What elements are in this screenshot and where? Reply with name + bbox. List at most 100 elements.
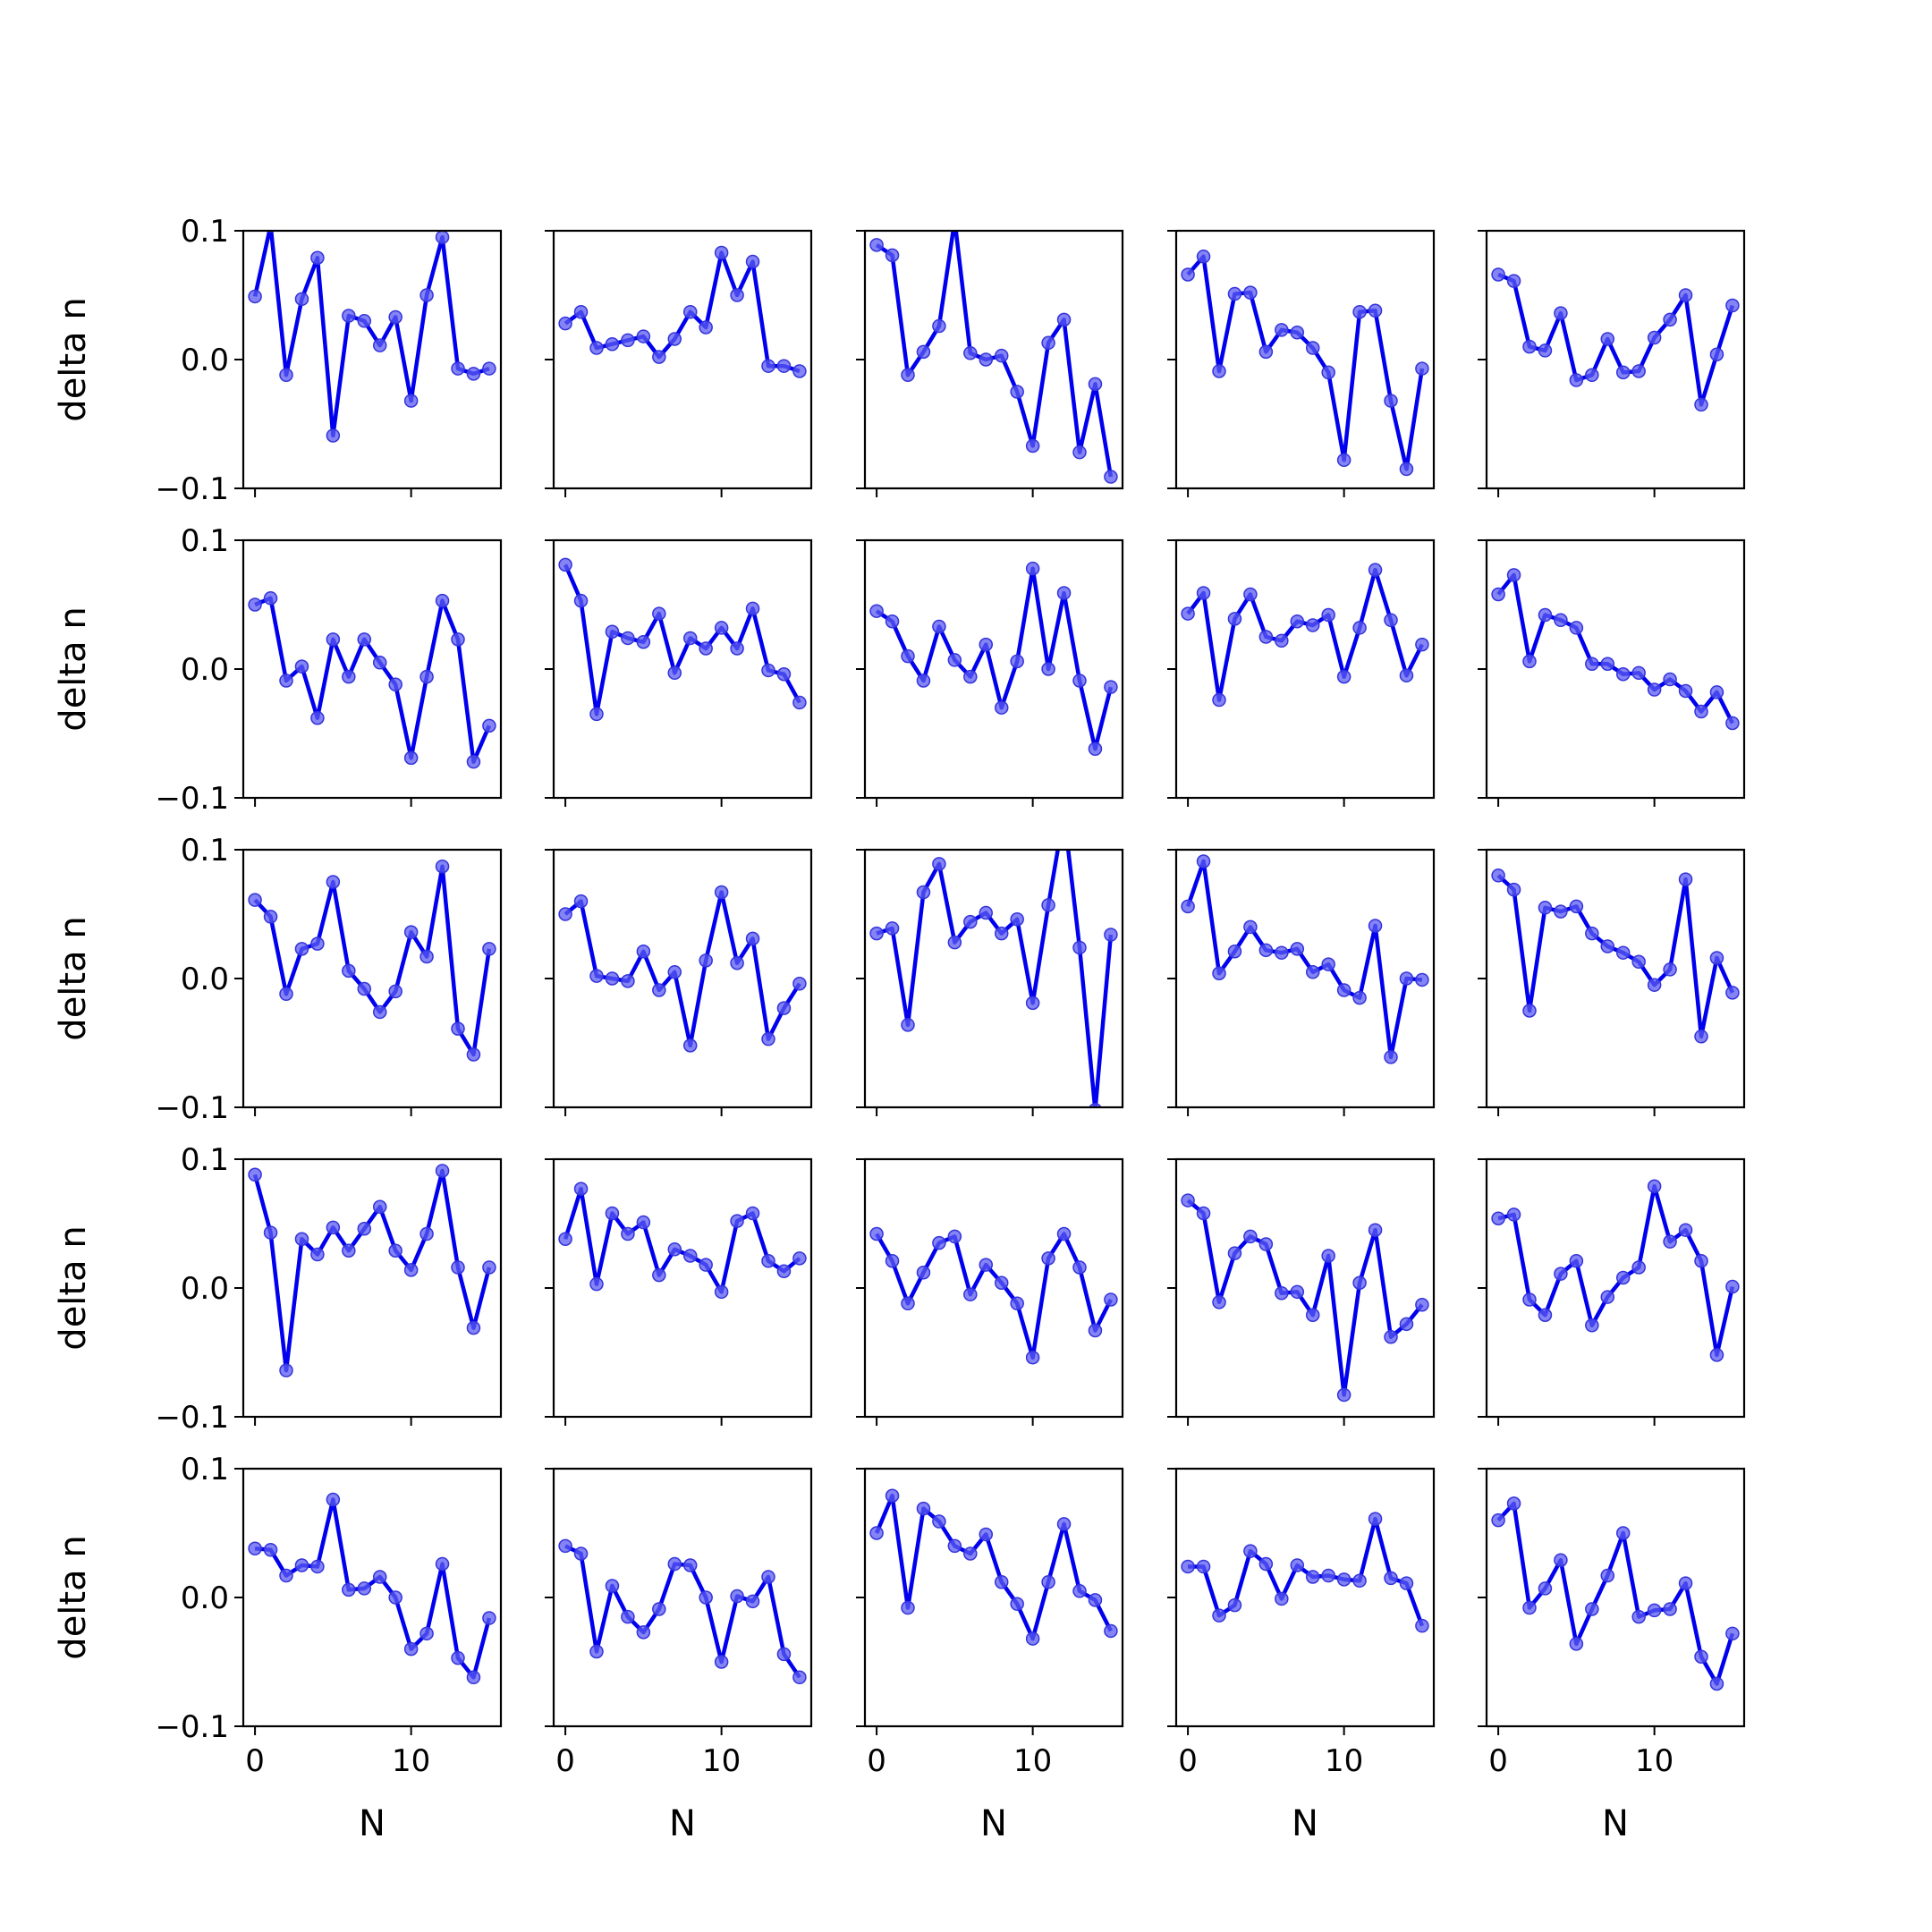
subplot-r4-c2: [545, 1157, 813, 1426]
data-point: [1415, 1297, 1429, 1312]
data-point: [1694, 1649, 1708, 1664]
y-axis-label: delta n: [53, 1225, 94, 1350]
subplot-r3-c2: [545, 848, 813, 1116]
data-point: [994, 348, 1009, 363]
data-point: [1181, 1193, 1195, 1208]
data-point: [294, 659, 309, 674]
data-point: [1275, 633, 1289, 648]
y-tick-label: 0.0: [181, 962, 229, 997]
data-point: [1615, 945, 1631, 960]
plot-area: [558, 885, 807, 1053]
plot-area: [1491, 568, 1740, 731]
data-point: [1196, 250, 1211, 264]
series-line: [1186, 1199, 1424, 1397]
subplot-r2-c3: [856, 538, 1124, 807]
data-point: [1305, 341, 1320, 355]
data-point: [1678, 872, 1693, 886]
data-point: [1506, 568, 1521, 582]
data-point: [1212, 966, 1226, 980]
plot-area: [869, 231, 1118, 484]
data-point: [1569, 621, 1584, 635]
data-point: [994, 1275, 1009, 1290]
plot-area: [1181, 250, 1429, 477]
data-point: [699, 953, 713, 968]
data-point: [605, 1206, 620, 1221]
data-point: [451, 361, 465, 376]
data-point: [1663, 312, 1677, 327]
data-point: [901, 1600, 915, 1615]
data-point: [372, 338, 387, 352]
axes-frame: [242, 229, 503, 490]
data-point: [916, 885, 931, 900]
data-point: [1041, 1574, 1055, 1589]
data-point: [558, 907, 572, 921]
data-point: [963, 1287, 978, 1301]
data-point: [1212, 1608, 1226, 1623]
data-point: [1522, 1292, 1537, 1307]
data-point: [403, 925, 419, 939]
data-point: [636, 329, 651, 343]
data-point: [682, 631, 698, 646]
data-point: [885, 1488, 900, 1503]
plot-area: [869, 561, 1118, 757]
data-point: [730, 955, 744, 970]
data-point: [558, 1232, 572, 1247]
data-point: [1399, 971, 1414, 986]
data-point: [792, 1670, 807, 1685]
data-point: [1600, 1290, 1615, 1304]
data-point: [1491, 267, 1505, 282]
plot-area: [1181, 1512, 1429, 1633]
data-point: [1275, 323, 1289, 337]
x-axis-label: N: [1292, 1803, 1318, 1844]
data-point: [1305, 1308, 1320, 1322]
data-point: [1538, 1308, 1553, 1322]
data-point: [263, 1225, 278, 1240]
data-point: [263, 591, 278, 606]
y-tick-label: 0.0: [181, 1271, 229, 1307]
data-point: [403, 1641, 419, 1657]
data-point: [1585, 1318, 1599, 1333]
data-point: [761, 1031, 775, 1046]
data-point: [1336, 453, 1352, 468]
data-point: [1647, 1603, 1662, 1618]
data-point: [1678, 1223, 1693, 1237]
data-point: [605, 1579, 620, 1593]
data-point: [1647, 978, 1662, 992]
data-point: [388, 1590, 402, 1605]
data-point: [1569, 1637, 1584, 1651]
data-point: [1181, 1559, 1195, 1574]
subplot-r3-c3: [856, 848, 1124, 1116]
data-point: [357, 314, 372, 328]
data-point: [403, 394, 419, 408]
data-point: [1631, 665, 1646, 681]
data-point: [1600, 939, 1615, 953]
data-point: [279, 987, 293, 1002]
data-point: [1321, 365, 1335, 380]
data-point: [1290, 1558, 1305, 1572]
data-point: [482, 718, 496, 733]
subplot-r3-c4: [1167, 848, 1436, 1116]
data-point: [1725, 298, 1740, 313]
data-point: [482, 1611, 496, 1625]
data-point: [1709, 685, 1724, 699]
data-point: [1615, 365, 1631, 380]
data-point: [776, 1001, 792, 1015]
subplot-grid: −0.1 0.0 0.1 delta n −0.1 0.0 0.1 delta n −0.1 0.…: [53, 214, 1746, 1844]
data-point: [699, 641, 713, 656]
data-point: [1181, 606, 1195, 621]
data-point: [466, 1047, 481, 1062]
data-point: [1725, 716, 1740, 731]
data-point: [745, 601, 760, 616]
data-point: [1663, 672, 1677, 687]
data-point: [1631, 364, 1646, 378]
data-point: [947, 1538, 962, 1554]
data-point: [761, 359, 775, 373]
data-point: [1554, 613, 1568, 628]
data-point: [1352, 1275, 1367, 1290]
data-point: [419, 288, 434, 302]
data-point: [263, 1542, 278, 1557]
data-point: [682, 1038, 698, 1053]
data-point: [869, 926, 884, 941]
x-axis-label: N: [1602, 1803, 1629, 1844]
data-point: [1243, 919, 1258, 935]
